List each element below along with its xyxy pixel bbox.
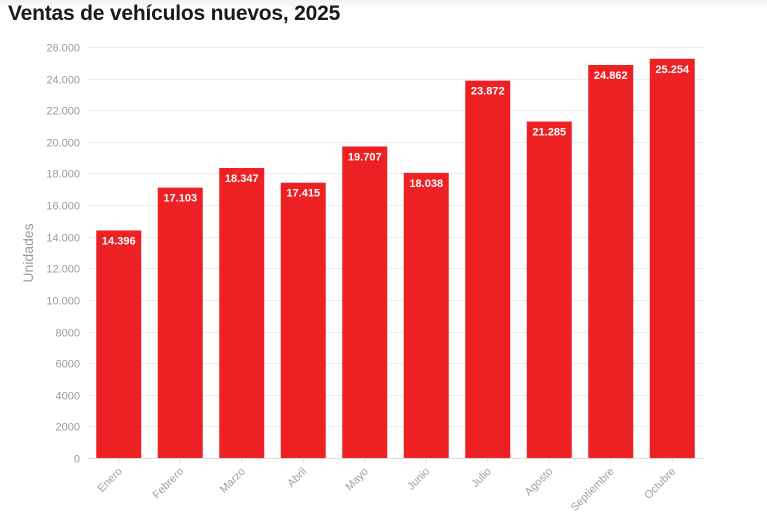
y-axis-label: Unidades (20, 223, 36, 282)
data-label: 19.707 (348, 151, 382, 163)
x-tick-label: Septiembre (569, 466, 617, 514)
bars: 14.396 17.103 18.347 17.415 19.707 18.038 23.8… (96, 58, 695, 459)
y-tick-label: 18.000 (46, 169, 80, 181)
y-tick-label: 8000 (56, 328, 80, 340)
x-tick-label: Abril (285, 466, 309, 490)
y-tick-label: 22.000 (46, 106, 80, 118)
x-tick-label: Julio (469, 466, 493, 490)
data-label: 14.396 (102, 235, 136, 247)
bar (588, 64, 634, 459)
y-tick-label: 26.000 (46, 43, 80, 55)
bar (465, 80, 511, 459)
y-tick-label: 16.000 (46, 201, 80, 213)
x-tick-label: Agosto (523, 466, 556, 499)
x-tick-label: Junio (405, 466, 432, 493)
x-tick-label: Febrero (151, 466, 187, 502)
y-tick-label: 0 (74, 454, 80, 466)
x-axis-ticks: Enero Febrero Marzo Abril Mayo Junio Julio Agos… (96, 458, 678, 514)
data-label: 24.862 (594, 70, 628, 82)
data-label: 25.254 (655, 64, 690, 76)
bar (96, 230, 142, 458)
bar (157, 187, 203, 458)
y-tick-label: 20.000 (46, 138, 80, 150)
x-tick-label: Octubre (642, 466, 678, 502)
y-tick-label: 4000 (56, 391, 80, 403)
data-label: 23.872 (471, 86, 505, 98)
data-label: 18.038 (409, 178, 443, 190)
data-label: 17.103 (163, 193, 197, 205)
data-label: 17.415 (286, 188, 320, 200)
header-shade (0, 0, 767, 10)
bar (219, 167, 265, 459)
y-tick-label: 10.000 (46, 296, 80, 308)
y-tick-label: 6000 (56, 359, 80, 371)
bar (526, 121, 572, 459)
chart-title: Ventas de vehículos nuevos, 2025 (8, 2, 341, 25)
y-axis-ticks: 0 2000 4000 6000 8000 10.000 12.000 14.000 16.00… (46, 43, 80, 466)
bar (403, 172, 449, 458)
y-tick-label: 14.000 (46, 233, 80, 245)
y-tick-label: 24.000 (46, 75, 80, 87)
bar (342, 146, 388, 458)
data-label: 18.347 (225, 173, 259, 185)
data-label: 21.285 (532, 127, 566, 139)
x-tick-label: Mayo (343, 466, 371, 494)
x-tick-label: Enero (96, 466, 125, 495)
x-tick-label: Marzo (218, 466, 248, 496)
y-tick-label: 2000 (56, 422, 80, 434)
y-tick-label: 12.000 (46, 264, 80, 276)
bar (649, 58, 695, 458)
bar (280, 182, 326, 458)
